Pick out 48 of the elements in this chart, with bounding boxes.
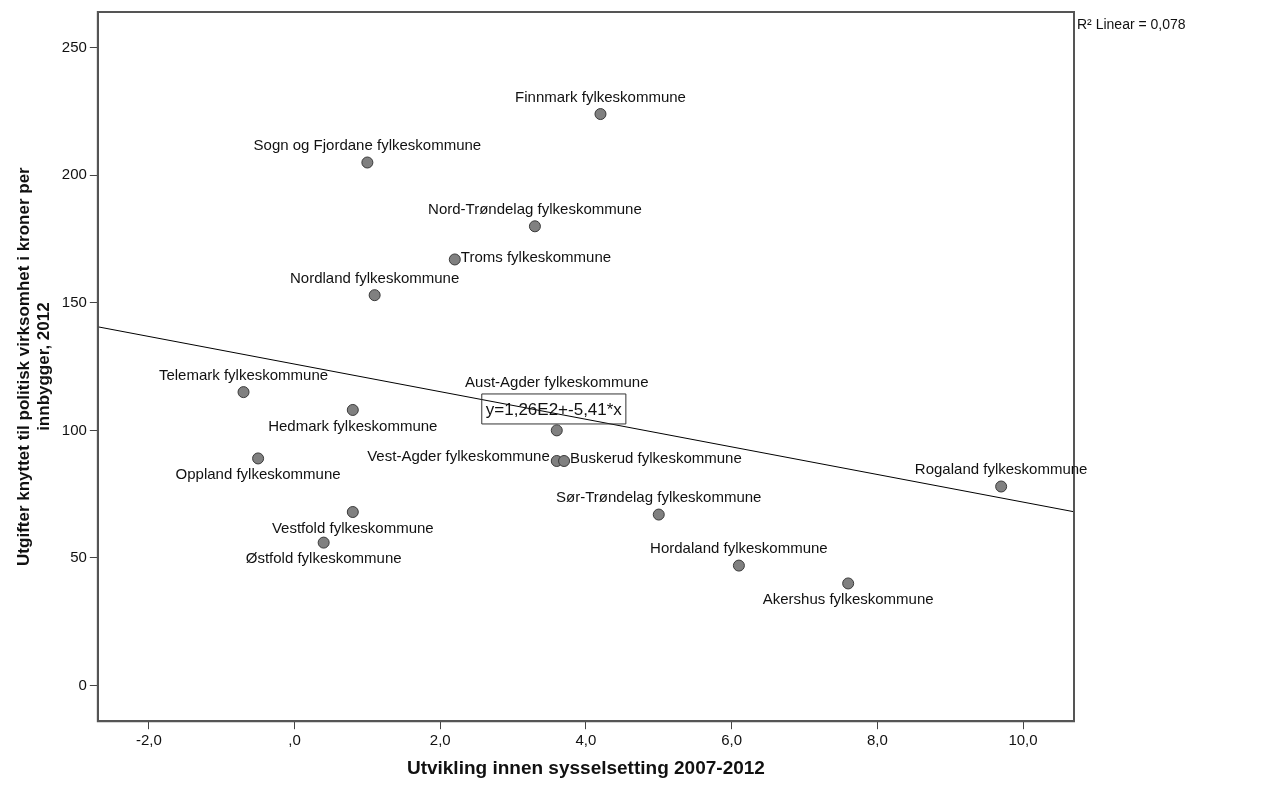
data-label: Vestfold fylkeskommune xyxy=(271,518,434,536)
data-label: Akershus fylkeskommune xyxy=(762,590,934,608)
x-tick-label: 4,0 xyxy=(575,731,597,749)
data-label: Telemark fylkeskommune xyxy=(158,365,329,383)
data-label: Aust-Agder fylkeskommune xyxy=(465,373,649,391)
point xyxy=(842,577,855,590)
point xyxy=(237,386,250,399)
y-tick-label: 200 xyxy=(61,165,87,183)
text: R² Linear = 0,078 xyxy=(1077,15,1186,32)
data-label: Sør-Trøndelag fylkeskommune xyxy=(556,488,762,506)
point xyxy=(995,480,1008,493)
data-label: Troms fylkeskommune xyxy=(460,247,612,265)
y-axis-title: Utgifter knyttet til politisk virksomhet i kroner per innbygger, 2012 xyxy=(13,166,54,566)
data-label: Nordland fylkeskommune xyxy=(290,268,460,286)
data-label: Buskerud fylkeskommune xyxy=(570,449,742,467)
data-label: Østfold fylkeskommune xyxy=(245,549,402,567)
data-label: Sogn og Fjordane fylkeskommune xyxy=(253,136,482,154)
point xyxy=(594,108,607,121)
data-label: Hordaland fylkeskommune xyxy=(650,539,828,557)
point xyxy=(528,220,541,233)
x-axis-title: Utvikling innen sysselsetting 2007-2012 xyxy=(406,756,765,778)
x-tick-label: -2,0 xyxy=(135,731,162,749)
point xyxy=(346,403,359,416)
data-label: Vest-Agder fylkeskommune xyxy=(367,447,550,465)
point xyxy=(317,536,330,549)
point xyxy=(732,559,745,572)
point xyxy=(550,424,563,437)
point xyxy=(558,454,571,467)
data-label: Oppland fylkeskommune xyxy=(175,465,341,483)
x-tick-label: 10,0 xyxy=(1008,731,1038,749)
x-tick-label: ,0 xyxy=(288,731,301,749)
x-tick-label: 6,0 xyxy=(721,731,743,749)
x-tick-label: 2,0 xyxy=(429,731,451,749)
data-label: Finnmark fylkeskommune xyxy=(515,87,686,105)
point xyxy=(368,289,381,302)
y-tick-label: 0 xyxy=(78,675,87,693)
point xyxy=(252,452,265,465)
data-label: Nord-Trøndelag fylkeskommune xyxy=(428,199,642,217)
point xyxy=(448,253,461,266)
y-tick-label: 100 xyxy=(61,420,87,438)
point xyxy=(652,508,665,521)
y-tick-label: 150 xyxy=(61,292,87,310)
point xyxy=(361,156,374,169)
data-label: Hedmark fylkeskommune xyxy=(268,416,438,434)
y-tick-label: 50 xyxy=(70,548,87,566)
point xyxy=(346,506,359,519)
y-tick-label: 250 xyxy=(61,37,87,55)
x-tick-label: 8,0 xyxy=(866,731,888,749)
